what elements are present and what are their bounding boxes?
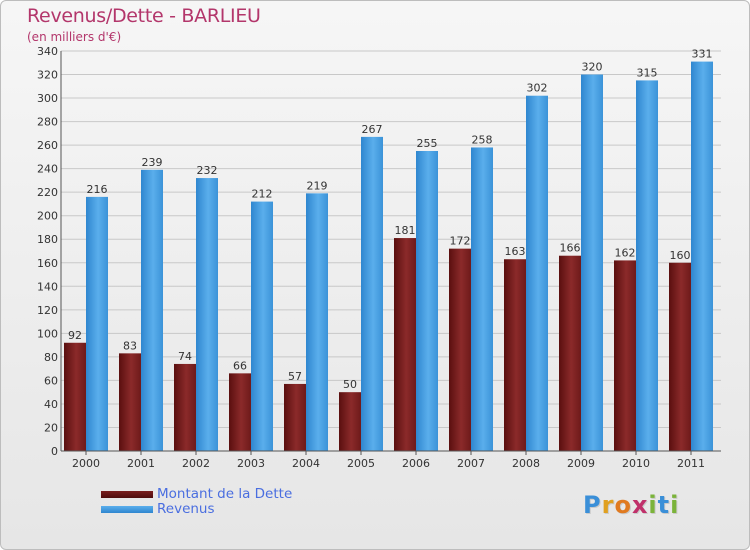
- y-tick-label: 20: [44, 421, 58, 434]
- bar-revenue: [86, 196, 108, 451]
- bar-revenue: [581, 74, 603, 451]
- chart-subtitle: (en milliers d'€): [27, 30, 122, 44]
- logo-letter: i: [670, 491, 680, 519]
- legend-label-revenue: Revenus: [157, 501, 215, 517]
- proxiti-logo: Proxiti: [583, 491, 679, 519]
- value-label-revenue: 267: [362, 123, 383, 136]
- value-label-revenue: 331: [692, 48, 713, 61]
- bars: [64, 61, 713, 452]
- value-label-debt: 83: [123, 339, 137, 352]
- y-tick-label: 280: [37, 116, 58, 129]
- legend-swatch-revenue: [101, 506, 153, 513]
- y-tick-label: 220: [37, 186, 58, 199]
- value-label-debt: 160: [670, 249, 691, 262]
- logo-letter: o: [614, 491, 632, 519]
- bar-debt: [339, 392, 361, 451]
- value-label-revenue: 219: [307, 179, 328, 192]
- bar-debt: [229, 373, 251, 451]
- y-tick-label: 160: [37, 257, 58, 270]
- bar-debt: [284, 383, 306, 451]
- y-tick-label: 340: [37, 45, 58, 58]
- value-labels: 92 216 83 239 74 232 66 212 57 219 50 267 181 255 172 2…: [68, 48, 713, 392]
- bar-revenue: [691, 61, 713, 452]
- x-tick-label: 2002: [182, 457, 210, 470]
- value-label-revenue: 315: [637, 66, 658, 79]
- y-tick-label: 180: [37, 233, 58, 246]
- y-tick-label: 200: [37, 210, 58, 223]
- bar-debt: [119, 353, 141, 451]
- y-tick-label: 40: [44, 398, 58, 411]
- bar-debt: [614, 260, 636, 451]
- y-tick-label: 240: [37, 163, 58, 176]
- legend-label-debt: Montant de la Dette: [157, 486, 293, 502]
- logo-letter: P: [583, 491, 602, 519]
- bar-debt: [559, 255, 581, 451]
- chart-title: Revenus/Dette - BARLIEU: [27, 5, 261, 27]
- y-tick-label: 120: [37, 304, 58, 317]
- x-tick-label: 2007: [457, 457, 485, 470]
- value-label-revenue: 255: [417, 137, 438, 150]
- x-tick-label: 2011: [677, 457, 705, 470]
- value-label-debt: 57: [288, 370, 302, 383]
- value-label-debt: 172: [450, 235, 471, 248]
- y-tick-label: 320: [37, 69, 58, 82]
- bar-revenue: [416, 151, 438, 451]
- value-label-revenue: 216: [87, 183, 108, 196]
- x-tick-label: 2010: [622, 457, 650, 470]
- value-label-debt: 50: [343, 378, 357, 391]
- bar-revenue: [141, 169, 163, 451]
- bar-debt: [174, 363, 196, 451]
- bar-revenue: [251, 201, 273, 451]
- value-label-revenue: 232: [197, 164, 218, 177]
- y-tick-label: 80: [44, 351, 58, 364]
- x-tick-label: 2009: [567, 457, 595, 470]
- x-tick-label: 2001: [127, 457, 155, 470]
- grid-lines: [61, 50, 721, 452]
- value-label-debt: 163: [505, 245, 526, 258]
- logo-letter: x: [631, 491, 649, 519]
- y-tick-label: 60: [44, 374, 58, 387]
- bar-revenue: [361, 136, 383, 451]
- x-tick-label: 2003: [237, 457, 265, 470]
- value-label-debt: 166: [560, 242, 581, 255]
- axes: 0 20 40 60 80 100 120 140 160 180 200 220 240 260 280 3…: [37, 45, 721, 470]
- value-label-revenue: 320: [582, 61, 603, 74]
- bar-revenue: [636, 80, 658, 451]
- value-label-revenue: 239: [142, 156, 163, 169]
- logo-letter: r: [601, 491, 615, 519]
- bar-revenue: [471, 147, 493, 451]
- y-tick-label: 0: [51, 445, 58, 458]
- value-label-debt: 162: [615, 246, 636, 259]
- y-tick-label: 100: [37, 327, 58, 340]
- y-tick-label: 260: [37, 139, 58, 152]
- value-label-debt: 66: [233, 359, 247, 372]
- bar-debt: [394, 238, 416, 451]
- x-tick-label: 2005: [347, 457, 375, 470]
- bar-debt: [449, 248, 471, 451]
- bar-debt: [504, 259, 526, 451]
- value-label-revenue: 302: [527, 82, 548, 95]
- value-label-debt: 92: [68, 329, 82, 342]
- value-label-revenue: 258: [472, 133, 493, 146]
- x-tick-label: 2006: [402, 457, 430, 470]
- bar-debt: [64, 342, 86, 451]
- bar-debt: [669, 262, 691, 451]
- y-tick-label: 140: [37, 280, 58, 293]
- value-label-debt: 74: [178, 350, 192, 363]
- value-label-debt: 181: [395, 224, 416, 237]
- bar-revenue: [306, 193, 328, 451]
- value-label-revenue: 212: [252, 188, 273, 201]
- logo-letter: t: [657, 491, 671, 519]
- x-tick-label: 2000: [72, 457, 100, 470]
- x-tick-label: 2008: [512, 457, 540, 470]
- logo-letter: i: [648, 491, 658, 519]
- bar-revenue: [196, 178, 218, 451]
- x-tick-label: 2004: [292, 457, 320, 470]
- legend-swatch-debt: [101, 491, 153, 498]
- bar-revenue: [526, 95, 548, 452]
- y-tick-label: 300: [37, 92, 58, 105]
